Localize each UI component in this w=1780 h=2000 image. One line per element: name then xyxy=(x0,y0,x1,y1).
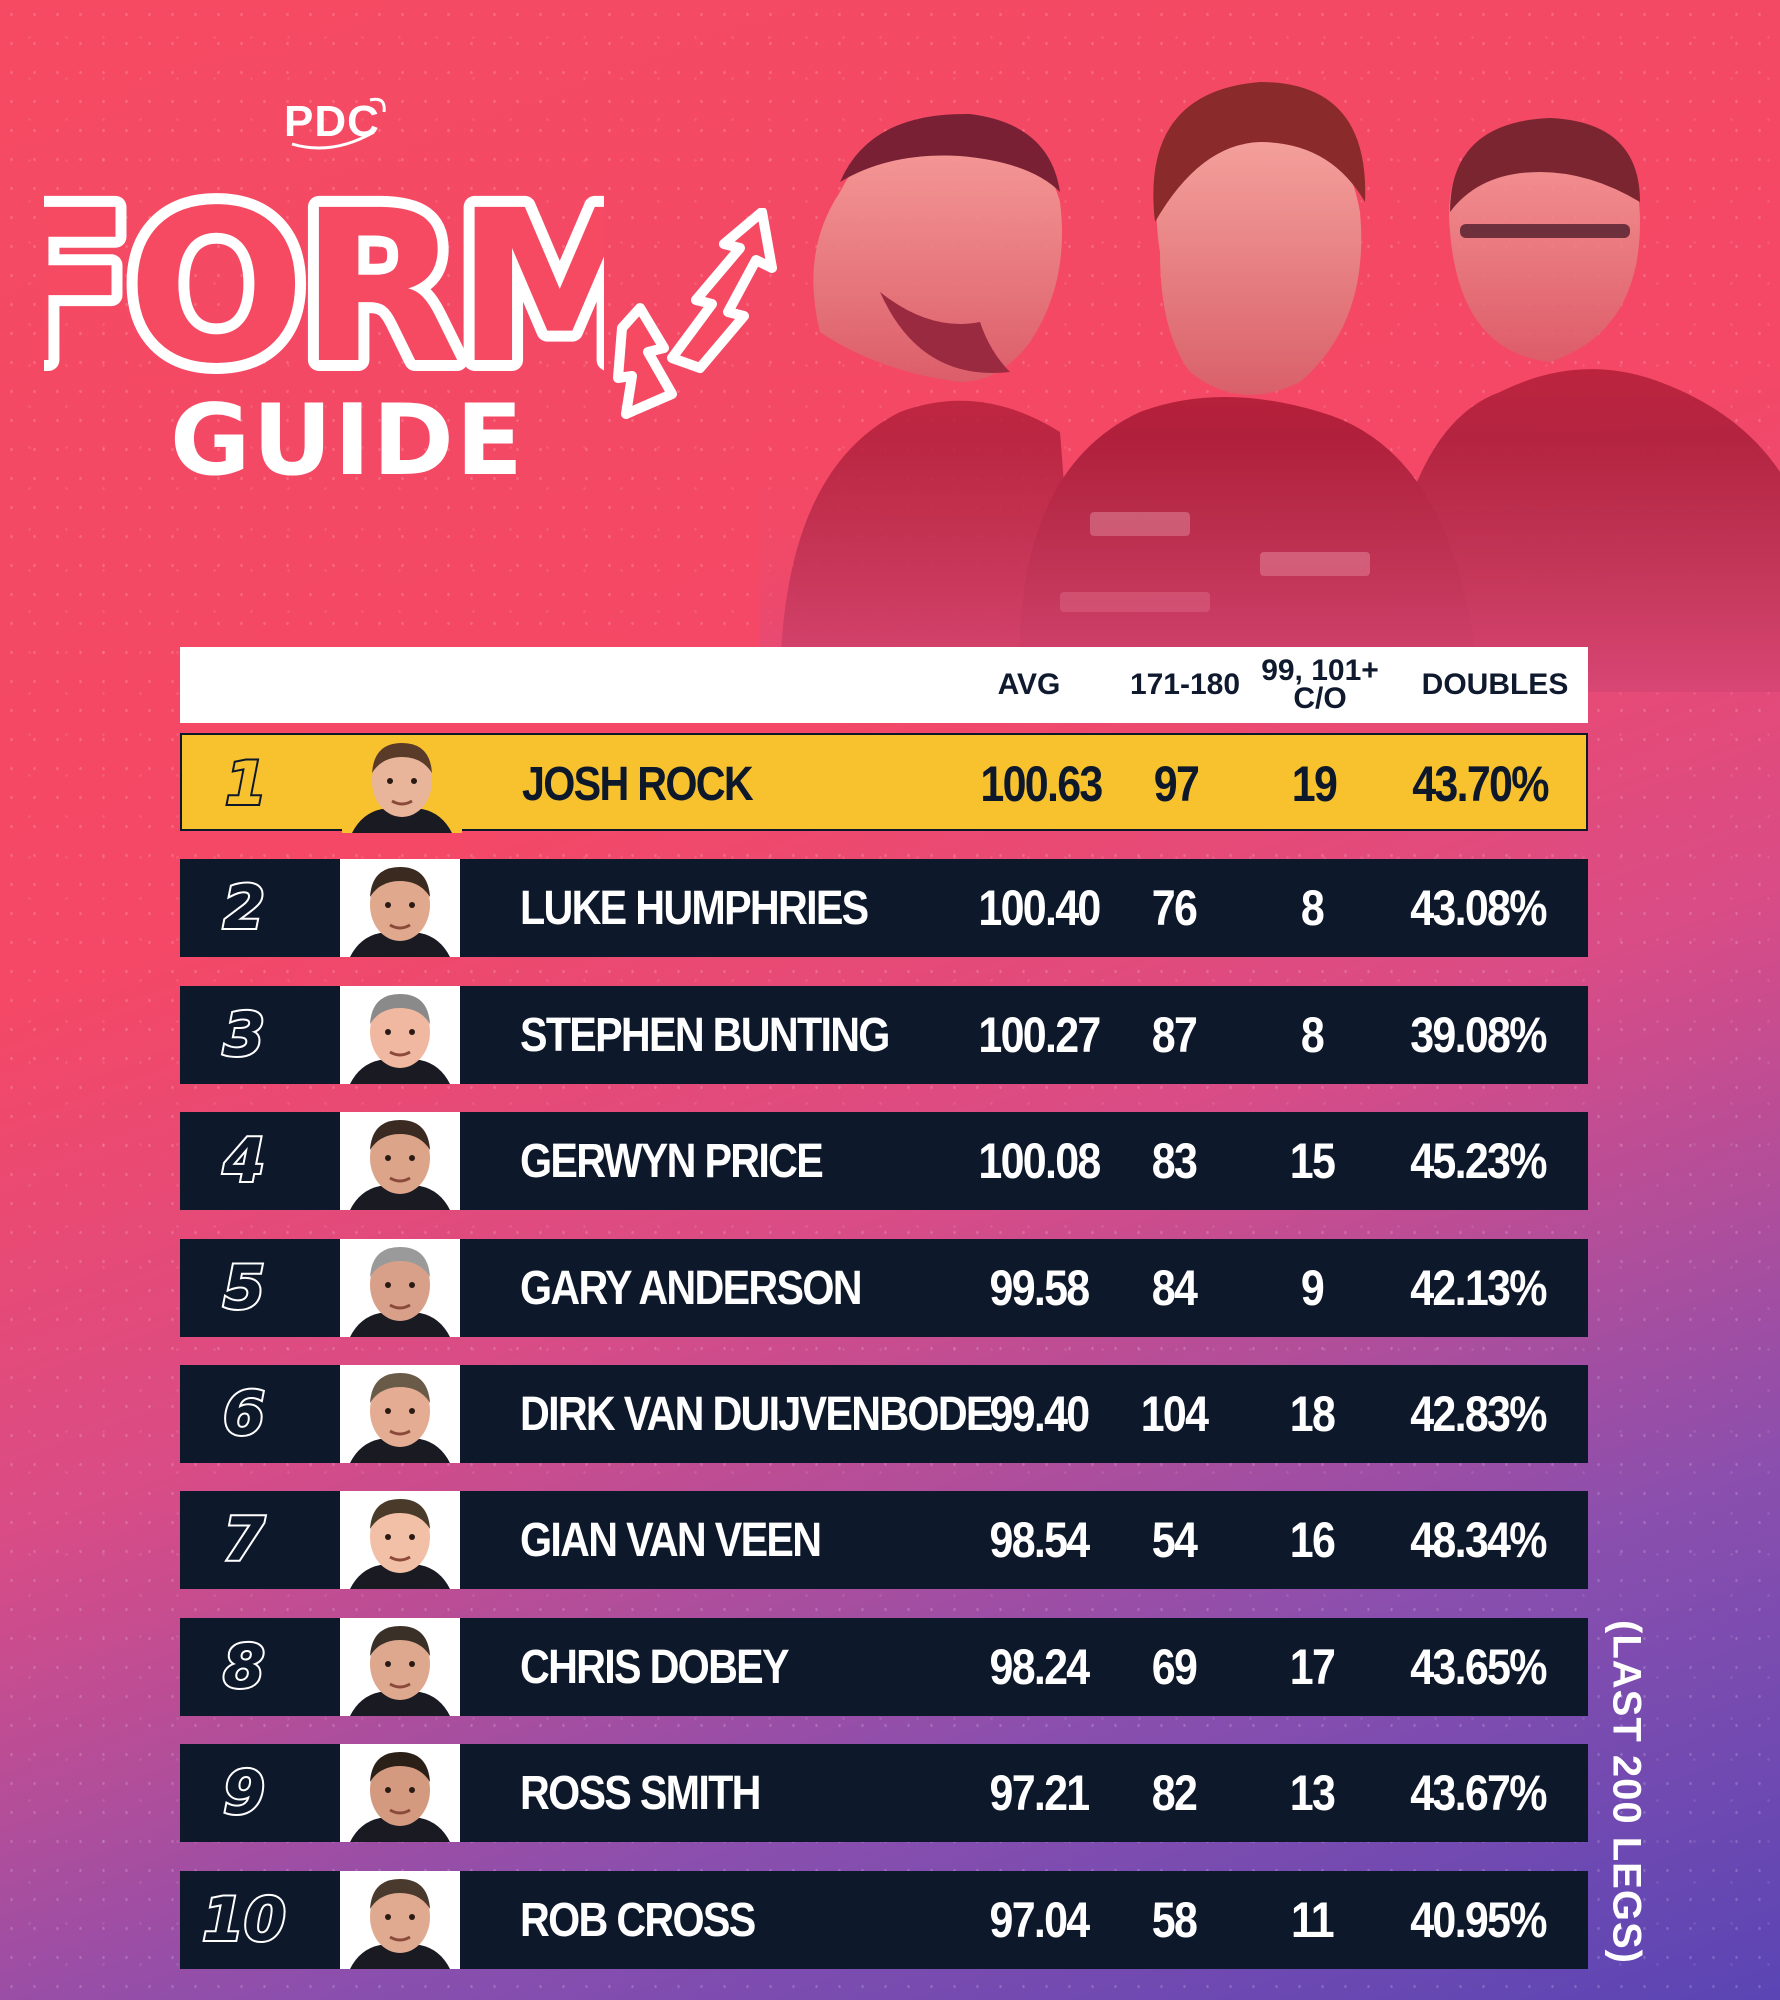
player-name: GIAN VAN VEEN xyxy=(520,1513,822,1567)
doubles-value: 39.08% xyxy=(1410,1007,1547,1063)
player-name: GARY ANDERSON xyxy=(520,1261,863,1315)
rank-number: 7 xyxy=(221,1503,267,1577)
player-photo-icon xyxy=(340,1871,460,1969)
player-photo-icon xyxy=(340,986,460,1084)
checkout-value: 15 xyxy=(1289,1133,1336,1189)
score-180-value: 83 xyxy=(1151,1133,1198,1189)
doubles-value: 42.83% xyxy=(1410,1386,1547,1442)
player-photo-icon xyxy=(340,859,460,957)
player-photo-icon xyxy=(340,1744,460,1842)
doubles-value: 45.23% xyxy=(1410,1133,1547,1189)
rank-number: 10 xyxy=(200,1883,288,1957)
average-value: 100.63 xyxy=(980,756,1103,812)
checkout-value: 18 xyxy=(1289,1386,1336,1442)
doubles-value: 42.13% xyxy=(1410,1260,1547,1316)
rank-number: 4 xyxy=(221,1124,267,1198)
table-row: 2 LUKE HUMPHRIES 100.40 76 8 43.08% xyxy=(180,859,1588,957)
average-value: 97.21 xyxy=(989,1765,1090,1821)
player-name: STEPHEN BUNTING xyxy=(520,1008,890,1062)
col-avg-header: AVG xyxy=(997,668,1061,701)
checkout-value: 16 xyxy=(1289,1512,1336,1568)
table-row: 1 JOSH ROCK 100.63 97 19 43.70% xyxy=(180,733,1588,833)
table-row: 4 GERWYN PRICE 100.08 83 15 45.23% xyxy=(180,1112,1588,1210)
table-row: 5 GARY ANDERSON 99.58 84 9 42.13% xyxy=(180,1239,1588,1337)
doubles-value: 48.34% xyxy=(1410,1512,1547,1568)
doubles-value: 43.65% xyxy=(1410,1639,1547,1695)
rank-number: 9 xyxy=(221,1756,267,1830)
title-line1: FORM xyxy=(44,178,604,392)
player-name: LUKE HUMPHRIES xyxy=(520,881,869,935)
score-180-value: 84 xyxy=(1151,1260,1198,1316)
doubles-value: 40.95% xyxy=(1410,1892,1547,1948)
checkout-value: 8 xyxy=(1300,880,1325,936)
average-value: 98.54 xyxy=(989,1512,1090,1568)
table-row: 6 DIRK VAN DUIJVENBODE 99.40 104 18 42.83% xyxy=(180,1365,1588,1463)
checkout-value: 19 xyxy=(1291,756,1338,812)
col-checkout-line1: 99, 101+ xyxy=(1261,654,1379,687)
average-value: 100.40 xyxy=(978,880,1101,936)
rank-number: 5 xyxy=(221,1251,267,1325)
rank-number: 2 xyxy=(221,871,267,945)
average-value: 100.08 xyxy=(978,1133,1101,1189)
checkout-value: 11 xyxy=(1290,1892,1335,1948)
col-180-header: 171-180 xyxy=(1129,668,1241,701)
player-name: JOSH ROCK xyxy=(522,757,754,811)
table-row: 8 CHRIS DOBEY 98.24 69 17 43.65% xyxy=(180,1618,1588,1716)
player-photo-icon xyxy=(340,1112,460,1210)
up-down-arrows-icon xyxy=(613,208,777,419)
average-value: 97.04 xyxy=(989,1892,1090,1948)
player-photo-icon xyxy=(340,1239,460,1337)
rank-number: 8 xyxy=(221,1630,267,1704)
score-180-value: 76 xyxy=(1151,880,1198,936)
title-line2: GUIDE xyxy=(170,384,525,498)
score-180-value: 82 xyxy=(1151,1765,1198,1821)
table-row: 7 GIAN VAN VEEN 98.54 54 16 48.34% xyxy=(180,1491,1588,1589)
table-row: 10 ROB CROSS 97.04 58 11 40.95% xyxy=(180,1871,1588,1969)
player-name: ROSS SMITH xyxy=(520,1766,761,1820)
doubles-value: 43.67% xyxy=(1410,1765,1547,1821)
footnote: (LAST 200 LEGS) xyxy=(1604,1620,1649,1964)
table-header: AVG 171-180 99, 101+ C/O DOUBLES xyxy=(180,647,1588,723)
title-form: FORM xyxy=(44,178,604,392)
score-180-value: 104 xyxy=(1140,1386,1209,1442)
player-name: ROB CROSS xyxy=(520,1893,756,1947)
score-180-value: 97 xyxy=(1153,756,1200,812)
checkout-value: 8 xyxy=(1300,1007,1325,1063)
average-value: 99.58 xyxy=(989,1260,1090,1316)
rank-number: 1 xyxy=(223,747,269,821)
table-row: 3 STEPHEN BUNTING 100.27 87 8 39.08% xyxy=(180,986,1588,1084)
player-photo-icon xyxy=(340,1365,460,1463)
doubles-value: 43.70% xyxy=(1412,756,1549,812)
player-name: GERWYN PRICE xyxy=(520,1134,824,1188)
average-value: 98.24 xyxy=(989,1639,1090,1695)
average-value: 99.40 xyxy=(989,1386,1090,1442)
col-checkout-line2: C/O xyxy=(1293,682,1347,715)
hero-players-image xyxy=(760,52,1780,692)
player-photo-icon xyxy=(340,1491,460,1589)
score-180-value: 69 xyxy=(1151,1639,1198,1695)
player-photo-icon xyxy=(340,1618,460,1716)
score-180-value: 58 xyxy=(1151,1892,1198,1948)
doubles-value: 43.08% xyxy=(1410,880,1547,936)
checkout-value: 17 xyxy=(1289,1639,1336,1695)
table-row: 9 ROSS SMITH 97.21 82 13 43.67% xyxy=(180,1744,1588,1842)
col-checkout-header: 99, 101+ C/O xyxy=(1260,647,1380,723)
average-value: 100.27 xyxy=(978,1007,1101,1063)
player-name: DIRK VAN DUIJVENBODE xyxy=(520,1387,993,1441)
player-photo-icon xyxy=(342,735,462,833)
score-180-value: 87 xyxy=(1151,1007,1198,1063)
player-name: CHRIS DOBEY xyxy=(520,1640,790,1694)
col-doubles-header: DOUBLES xyxy=(1421,668,1569,701)
checkout-value: 13 xyxy=(1289,1765,1336,1821)
score-180-value: 54 xyxy=(1151,1512,1198,1568)
checkout-value: 9 xyxy=(1300,1260,1325,1316)
rank-number: 3 xyxy=(221,998,267,1072)
pdc-logo-icon: PDC xyxy=(262,92,402,152)
rank-number: 6 xyxy=(221,1377,267,1451)
